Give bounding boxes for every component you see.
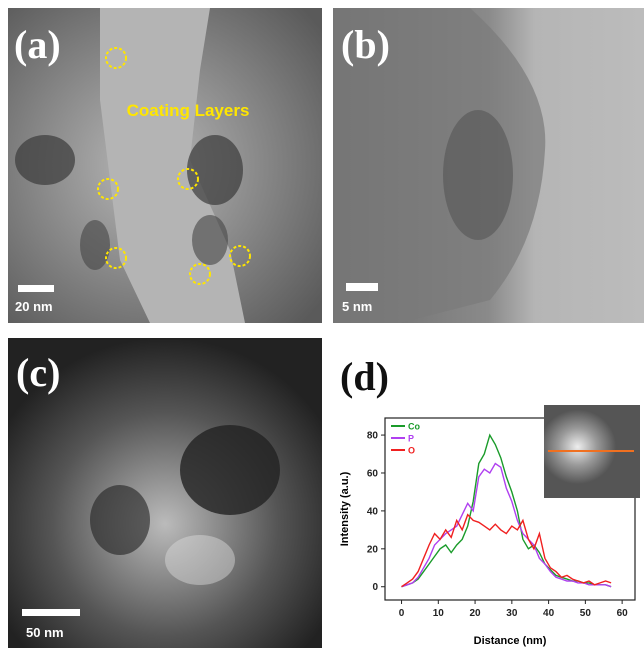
scale-bar [22,609,80,616]
scale-bar-label: 20 nm [15,299,53,314]
panel-label: (c) [16,350,60,395]
panel-c: (c) 50 nm [8,338,322,648]
x-tick-label: 50 [580,608,592,619]
y-tick-label: 0 [372,582,378,593]
y-tick-label: 60 [367,468,379,479]
panel-a: (a) Coating Layers 20 nm [8,8,322,323]
y-tick-label: 40 [367,506,379,517]
scale-bar [346,283,378,291]
figure: (a) Coating Layers 20 nm (b) 5 nm (c) 50… [0,0,644,648]
x-tick-label: 0 [399,608,405,619]
panel-label: (d) [340,354,389,399]
x-tick-label: 10 [433,608,445,619]
x-tick-label: 30 [506,608,518,619]
panel-b: (b) 5 nm [333,8,644,323]
y-axis-label: Intensity (a.u.) [339,471,351,546]
legend-label: Co [408,422,420,432]
y-tick-label: 20 [367,544,379,555]
x-axis-label: Distance (nm) [474,635,547,647]
scale-bar-label: 50 nm [26,625,64,640]
annotation: Coating Layers [127,101,250,120]
x-tick-label: 20 [470,608,482,619]
panel-label: (b) [341,22,390,67]
panel-d: (d) Distance (nm) Intensity (a.u.) 0 10 20… [339,354,640,647]
y-tick-label: 80 [367,431,379,442]
legend-label: P [408,434,414,444]
legend-label: O [408,446,415,456]
page: (a) Coating Layers 20 nm (b) 5 nm (c) 50… [0,0,644,648]
x-tick-label: 40 [543,608,555,619]
panel-label: (a) [14,22,61,67]
x-tick-label: 60 [617,608,629,619]
inset-image [544,405,640,498]
scale-bar [18,285,54,292]
scale-bar-label: 5 nm [342,299,372,314]
